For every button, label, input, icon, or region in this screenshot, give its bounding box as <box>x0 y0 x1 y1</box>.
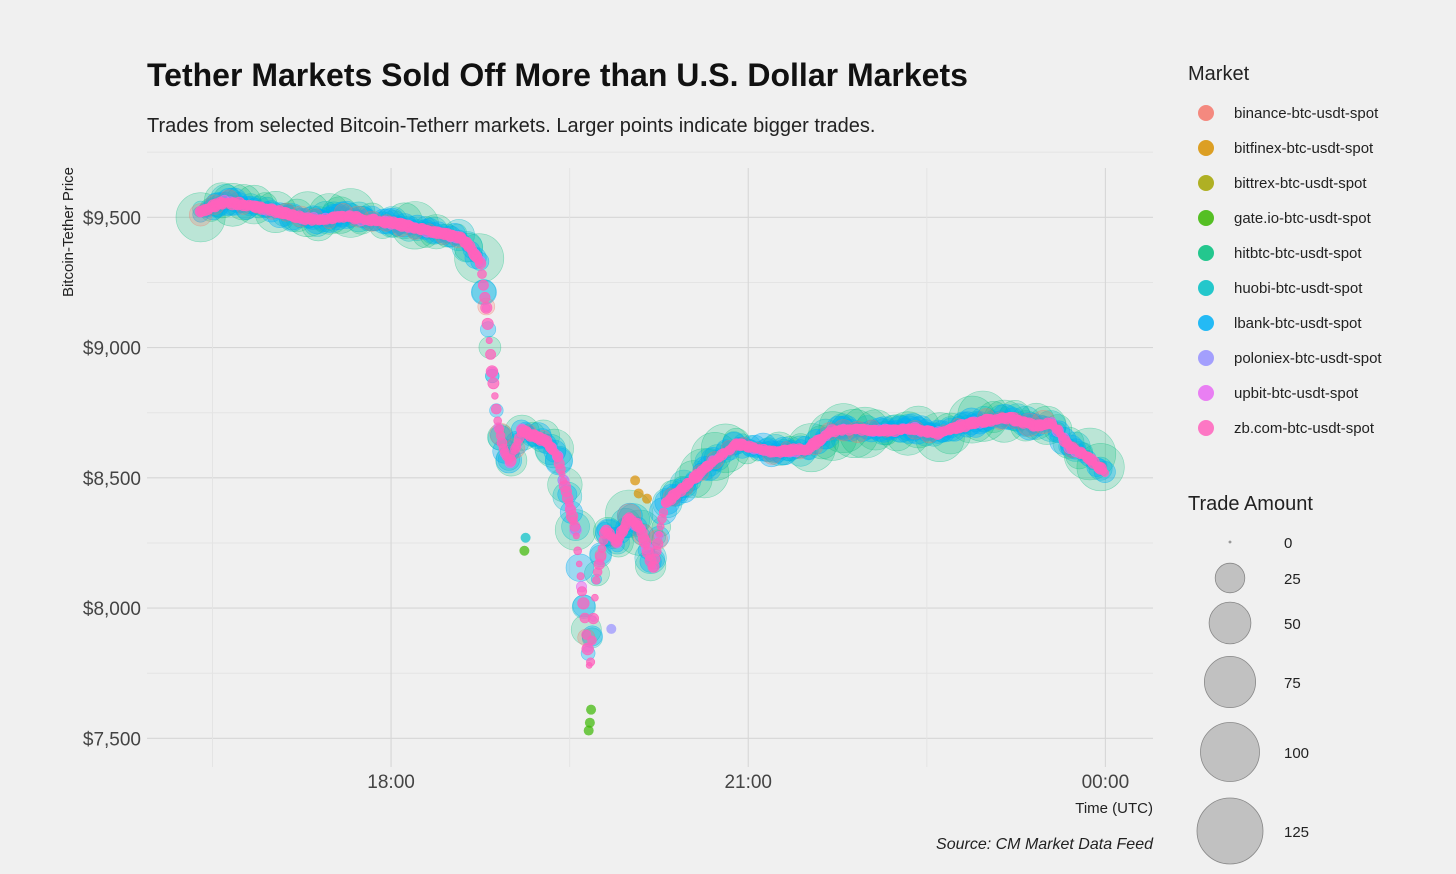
size-label: 100 <box>1284 745 1309 762</box>
legend-label: poloniex-btc-usdt-spot <box>1234 350 1382 367</box>
trade-point <box>479 291 491 303</box>
grid <box>147 151 1153 767</box>
x-axis-title: Time (UTC) <box>1075 800 1153 817</box>
trade-point <box>586 657 596 667</box>
trade-point <box>594 550 607 563</box>
legend-label: gate.io-btc-usdt-spot <box>1234 210 1372 227</box>
trade-point <box>1100 468 1109 478</box>
trade-point <box>652 538 664 550</box>
y-tick-label: $7,500 <box>83 729 141 750</box>
trade-point <box>587 635 597 646</box>
trade-point <box>591 593 599 602</box>
legend-label: zb.com-btc-usdt-spot <box>1234 420 1375 437</box>
trade-point <box>584 717 595 728</box>
trade-point <box>658 507 669 518</box>
y-axis-ticks: $7,500 $8,000 $8,500 $9,000 $9,500 <box>83 208 141 750</box>
legend-size-title: Trade Amount <box>1188 493 1313 515</box>
size-label: 25 <box>1284 571 1301 588</box>
size-label: 50 <box>1284 616 1301 633</box>
legend-key <box>1198 280 1214 296</box>
trade-point <box>487 377 500 390</box>
trade-point <box>477 279 489 291</box>
trade-point <box>583 725 594 736</box>
trade-point <box>475 258 487 270</box>
size-key <box>1200 722 1260 782</box>
trade-point <box>519 545 530 556</box>
y-tick-label: $9,000 <box>83 339 141 360</box>
legend-label: hitbtc-btc-usdt-spot <box>1234 245 1362 262</box>
size-key <box>1204 656 1257 709</box>
trade-point <box>493 416 503 426</box>
x-tick-label: 18:00 <box>367 772 415 793</box>
size-key <box>1228 540 1232 544</box>
legend-label: binance-btc-usdt-spot <box>1234 105 1379 122</box>
legend-key <box>1198 350 1214 366</box>
legend-color-title: Market <box>1188 63 1250 85</box>
trade-point <box>576 586 588 597</box>
y-tick-label: $8,500 <box>83 469 141 490</box>
legend-key <box>1198 140 1214 156</box>
legend-key <box>1198 210 1214 226</box>
legend-label: lbank-btc-usdt-spot <box>1234 315 1362 332</box>
trade-point <box>558 470 566 478</box>
y-axis-title: Bitcoin-Tether Price <box>60 167 77 297</box>
y-tick-label: $9,500 <box>83 208 141 229</box>
legend-markets: binance-btc-usdt-spot bitfinex-btc-usdt-s… <box>1198 105 1382 437</box>
trade-point <box>485 336 493 344</box>
trade-point <box>655 531 663 538</box>
trade-point <box>569 520 581 532</box>
size-key <box>1196 797 1264 865</box>
trade-point <box>481 317 494 330</box>
trade-point <box>597 544 607 553</box>
trade-point <box>572 532 580 540</box>
data-points <box>175 182 1125 736</box>
size-key <box>1208 601 1252 645</box>
x-tick-label: 21:00 <box>724 772 772 793</box>
trade-point <box>485 348 496 360</box>
trade-point <box>633 488 644 499</box>
trade-point <box>520 532 531 543</box>
legend-key <box>1198 385 1214 401</box>
trade-point <box>485 365 499 378</box>
legend-label: huobi-btc-usdt-spot <box>1234 280 1363 297</box>
y-tick-label: $8,000 <box>83 599 141 620</box>
trade-point <box>480 301 493 314</box>
legend-key <box>1198 105 1214 121</box>
trade-point <box>642 493 653 504</box>
legend-key <box>1198 420 1214 436</box>
legend-label: upbit-btc-usdt-spot <box>1234 385 1359 402</box>
trade-point <box>576 572 585 581</box>
trade-point <box>606 623 617 634</box>
chart-subtitle: Trades from selected Bitcoin-Tetherr mar… <box>147 115 875 137</box>
size-key <box>1214 562 1246 594</box>
legend-trade-amount: 0 25 50 75 100 125 <box>1196 535 1309 865</box>
legend-key <box>1198 245 1214 261</box>
trade-point <box>630 475 641 486</box>
x-tick-label: 00:00 <box>1082 772 1130 793</box>
size-label: 75 <box>1284 675 1301 692</box>
legend-key <box>1198 175 1214 191</box>
trade-point <box>577 597 590 610</box>
legend-key <box>1198 315 1214 331</box>
x-axis-ticks: 18:00 21:00 00:00 <box>367 772 1129 793</box>
trade-point <box>581 642 594 656</box>
trade-point <box>490 403 502 415</box>
trade-point <box>575 560 583 568</box>
size-label: 0 <box>1284 535 1292 552</box>
legend-label: bittrex-btc-usdt-spot <box>1234 175 1367 192</box>
trade-point <box>477 269 487 279</box>
trade-point <box>573 546 583 556</box>
trade-point <box>592 576 601 585</box>
trade-point <box>656 522 665 531</box>
trade-point <box>586 704 597 715</box>
chart-title: Tether Markets Sold Off More than U.S. D… <box>147 57 968 93</box>
size-label: 125 <box>1284 824 1309 841</box>
chart-caption: Source: CM Market Data Feed <box>936 836 1154 853</box>
trade-point <box>491 392 499 400</box>
legend-label: bitfinex-btc-usdt-spot <box>1234 140 1374 157</box>
trade-point <box>587 612 600 625</box>
